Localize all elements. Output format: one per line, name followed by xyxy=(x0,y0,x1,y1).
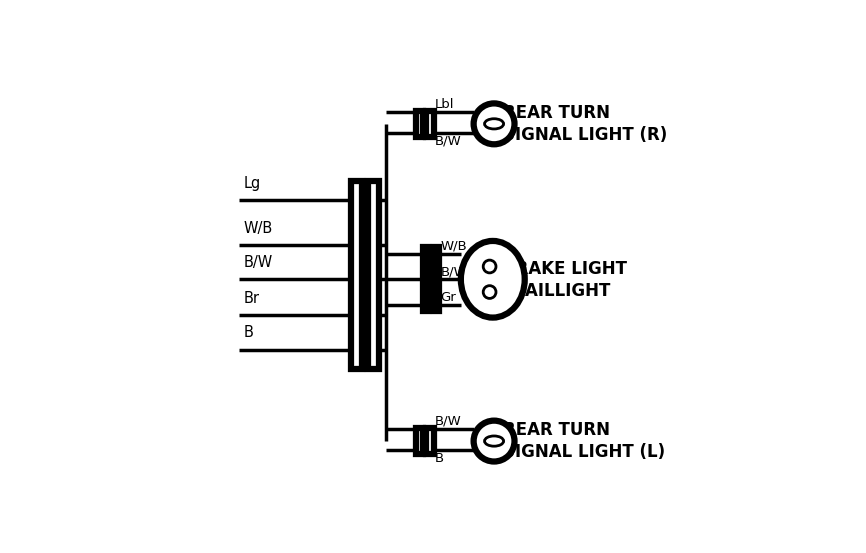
Text: B/W: B/W xyxy=(243,255,273,270)
Circle shape xyxy=(474,103,514,144)
Text: B: B xyxy=(243,325,254,340)
Bar xyxy=(416,111,423,137)
Text: REAR TURN
SIGNAL LIGHT (R): REAR TURN SIGNAL LIGHT (R) xyxy=(503,104,668,144)
Ellipse shape xyxy=(485,436,504,446)
Text: REAR TURN
SIGNAL LIGHT (L): REAR TURN SIGNAL LIGHT (L) xyxy=(503,421,666,461)
Bar xyxy=(368,181,379,369)
Text: Gr: Gr xyxy=(441,291,456,304)
Bar xyxy=(426,429,434,454)
Text: Br: Br xyxy=(243,291,260,306)
Text: W/B: W/B xyxy=(441,239,467,253)
Bar xyxy=(351,181,362,369)
Bar xyxy=(426,111,434,137)
Circle shape xyxy=(483,260,496,273)
Bar xyxy=(434,247,439,311)
Circle shape xyxy=(483,286,496,299)
Text: B: B xyxy=(435,452,443,465)
Text: Lbl: Lbl xyxy=(435,98,454,111)
Bar xyxy=(416,429,423,454)
Ellipse shape xyxy=(461,241,525,317)
Text: Lg: Lg xyxy=(243,176,261,191)
Bar xyxy=(423,247,429,311)
Text: B/W: B/W xyxy=(441,265,467,278)
Text: BRAKE LIGHT
/ TAILLIGHT: BRAKE LIGHT / TAILLIGHT xyxy=(503,259,628,299)
Circle shape xyxy=(474,421,514,462)
Text: B/W: B/W xyxy=(435,415,462,428)
Text: B/W: B/W xyxy=(435,134,462,148)
Text: W/B: W/B xyxy=(243,221,273,236)
Ellipse shape xyxy=(485,119,504,129)
